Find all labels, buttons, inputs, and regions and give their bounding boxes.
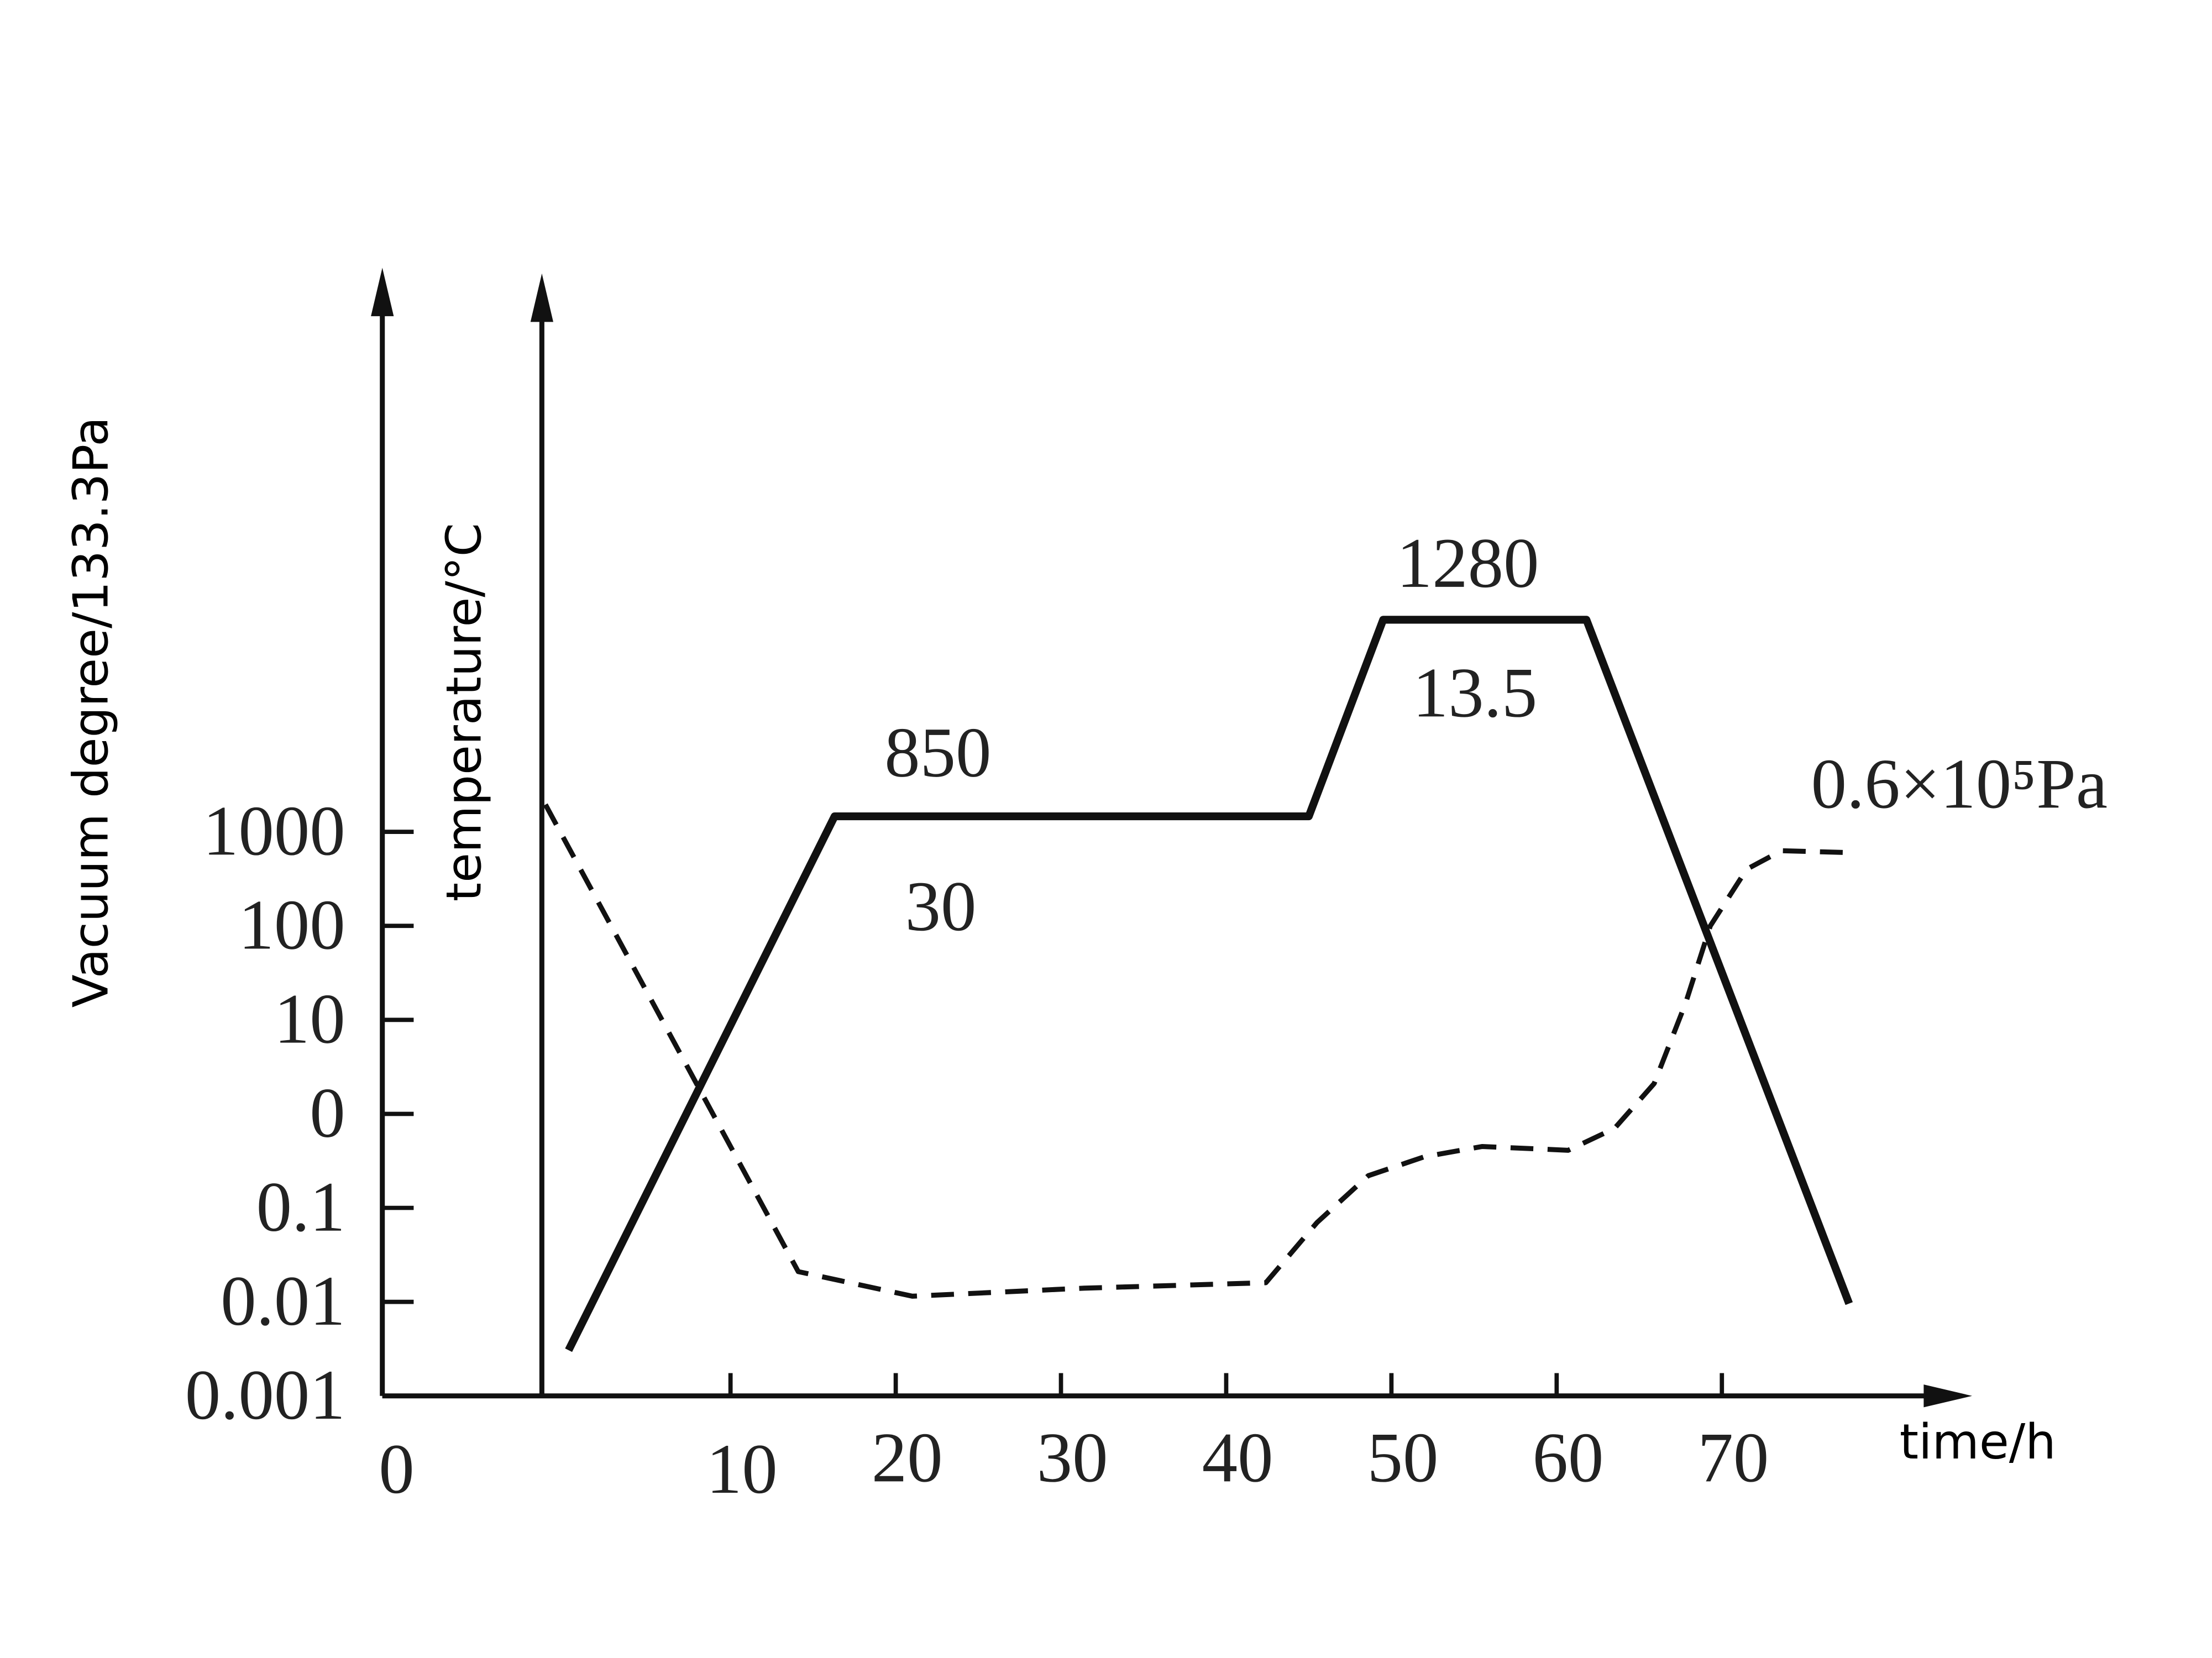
annotation: 0.6×10⁵Pa bbox=[1811, 744, 2108, 823]
y-tick-label: 100 bbox=[238, 885, 345, 964]
x-tick-label: 30 bbox=[1037, 1418, 1108, 1497]
y-tick-label: 0.1 bbox=[256, 1167, 345, 1246]
x-tick-label: 20 bbox=[872, 1418, 943, 1497]
vacuum-line bbox=[543, 803, 1854, 1299]
y2-axis-arrow bbox=[530, 273, 553, 322]
annotation: 850 bbox=[884, 713, 991, 792]
x-tick-label: 10 bbox=[706, 1429, 778, 1508]
y-tick-label: 10 bbox=[274, 979, 345, 1058]
y-axis-label: Vacuum degree/133.3Pa bbox=[62, 417, 119, 1008]
x-tick-label: 50 bbox=[1367, 1418, 1439, 1497]
x-tick-label: 40 bbox=[1202, 1418, 1273, 1497]
y-axis-arrow bbox=[371, 267, 394, 317]
annotation: 1280 bbox=[1397, 523, 1539, 602]
y-tick-label: 1000 bbox=[203, 791, 345, 870]
annotation: 30 bbox=[905, 867, 977, 946]
y-tick-label: 0.001 bbox=[185, 1355, 345, 1434]
x-axis-label: time/h bbox=[1900, 1414, 2056, 1470]
annotation: 13.5 bbox=[1413, 653, 1538, 732]
y-tick-label: 0.01 bbox=[221, 1261, 345, 1340]
origin-label: 0 bbox=[379, 1429, 414, 1508]
x-axis-arrow bbox=[1923, 1384, 1973, 1408]
x-tick-label: 60 bbox=[1533, 1418, 1604, 1497]
temperature-line bbox=[565, 616, 1853, 1352]
y2-axis-label: temperature/°C bbox=[436, 523, 492, 901]
x-tick-label: 70 bbox=[1697, 1418, 1769, 1497]
y-tick-label: 0 bbox=[310, 1073, 345, 1152]
